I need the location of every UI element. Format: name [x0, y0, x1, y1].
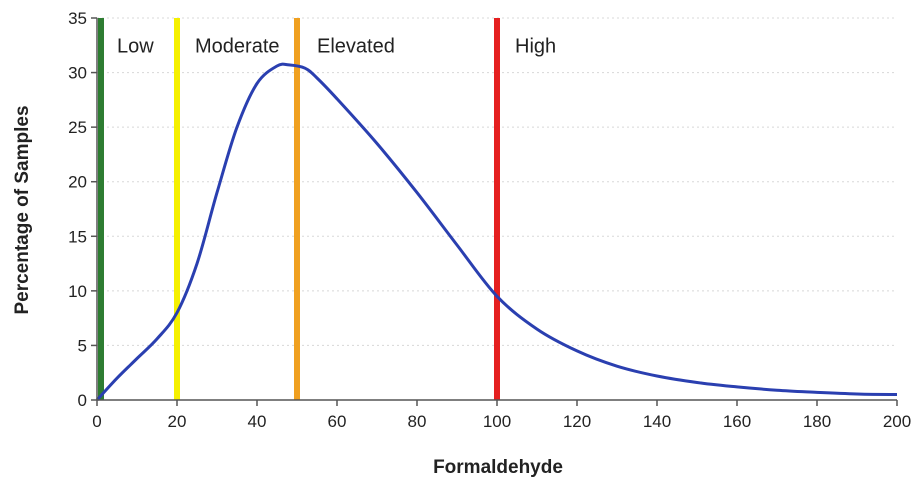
x-tick-label: 20: [168, 412, 187, 431]
y-tick-label: 30: [68, 64, 87, 83]
series-line: [95, 62, 898, 402]
x-tick-label: 0: [92, 412, 101, 431]
y-tick-label: 5: [78, 336, 87, 355]
y-tick-label: 10: [68, 282, 87, 301]
y-tick-label: 25: [68, 118, 87, 137]
y-axis-title: Percentage of Samples: [12, 105, 33, 314]
y-tick-label: 35: [68, 9, 87, 28]
threshold-layer: [98, 18, 500, 400]
zone-label: High: [515, 35, 556, 57]
annotation-layer: Low Moderate Elevated High: [117, 35, 556, 57]
x-tick-label: 100: [483, 412, 511, 431]
x-tick-label: 140: [643, 412, 671, 431]
x-tick-label: 80: [408, 412, 427, 431]
zone-label: Elevated: [317, 35, 395, 57]
x-tick-label: 120: [563, 412, 591, 431]
y-tick-label: 15: [68, 227, 87, 246]
x-tick-label: 40: [248, 412, 267, 431]
x-tick-label: 200: [883, 412, 911, 431]
x-tick-label: 160: [723, 412, 751, 431]
series-layer: [95, 62, 898, 402]
x-tick-label: 180: [803, 412, 831, 431]
zone-label: Low: [117, 35, 154, 57]
x-tick-label: 60: [328, 412, 347, 431]
x-axis-title: Formaldehyde: [433, 457, 563, 478]
zone-label: Moderate: [195, 35, 280, 57]
y-tick-label: 20: [68, 173, 87, 192]
axis-layer: 0 5 10 15 20 25 30 35 0 20 40 60 80 100 120 140 160 180 20…: [68, 9, 911, 431]
y-tick-label: 0: [78, 391, 87, 410]
